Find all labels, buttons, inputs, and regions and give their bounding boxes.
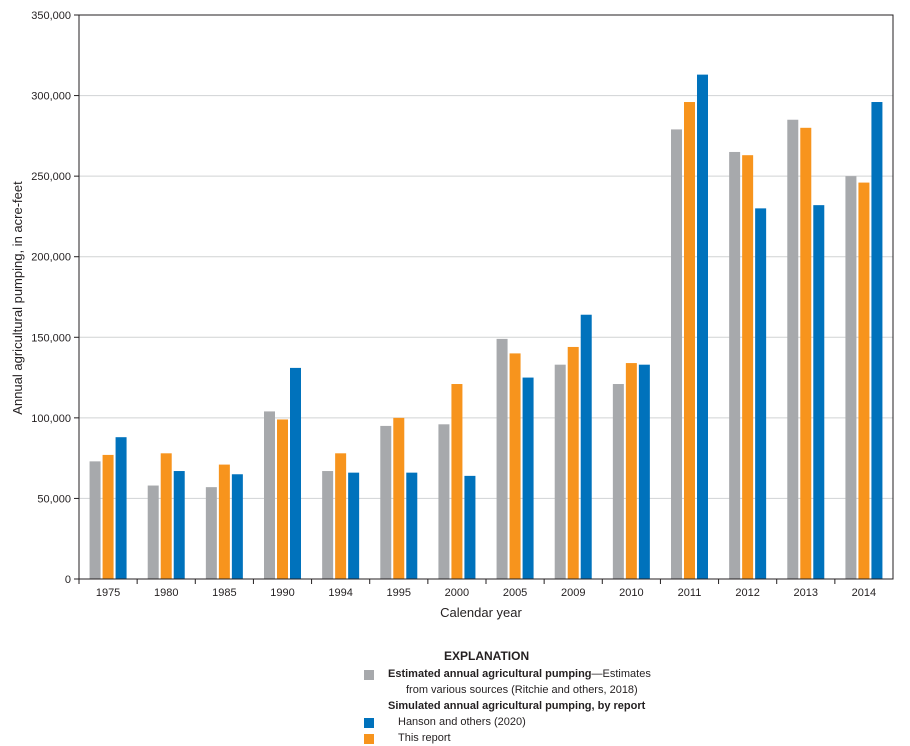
bar-this-report-2010 [625, 363, 637, 579]
bar-estimated-annual-agricultural-pumping-1994 [322, 471, 334, 579]
legend-estimated-suffix: —Estimates [591, 668, 651, 680]
bar-this-report-2012 [742, 155, 754, 580]
bar-estimated-annual-agricultural-pumping-1985 [205, 487, 217, 579]
y-tick-label: 200,000 [31, 252, 71, 264]
bar-this-report-1995 [393, 417, 405, 579]
bar-hanson-and-others-2020--2000 [464, 475, 476, 579]
bar-estimated-annual-agricultural-pumping-2005 [496, 338, 508, 579]
bar-hanson-and-others-2020--2013 [813, 205, 825, 580]
x-tick-label: 1994 [328, 587, 352, 599]
bar-hanson-and-others-2020--2009 [580, 314, 592, 579]
x-tick-label: 1985 [212, 587, 236, 599]
legend-item-estimated: Estimated annual agricultural pumping—Es… [360, 666, 690, 682]
bar-estimated-annual-agricultural-pumping-2000 [438, 424, 450, 579]
legend-item-this-report: This report [360, 730, 690, 746]
bar-estimated-annual-agricultural-pumping-2010 [612, 384, 624, 579]
x-tick-label: 2014 [852, 587, 876, 599]
x-tick-label: 1980 [154, 587, 178, 599]
bar-this-report-2013 [800, 127, 812, 580]
y-tick-label: 300,000 [31, 91, 71, 103]
legend-estimated-detail: from various sources (Ritchie and others… [406, 684, 638, 696]
bar-estimated-annual-agricultural-pumping-1990 [264, 411, 275, 579]
x-tick-label: 2011 [678, 587, 702, 599]
x-tick-label: 2009 [561, 587, 585, 599]
bar-hanson-and-others-2020--1985 [231, 474, 243, 579]
bars [89, 74, 883, 580]
bar-estimated-annual-agricultural-pumping-1980 [147, 485, 159, 579]
x-tick-label: 2000 [445, 587, 469, 599]
legend-estimated-label: Estimated annual agricultural pumping [388, 668, 592, 680]
y-tick-label: 250,000 [31, 171, 71, 183]
x-tick-label: 2010 [619, 587, 643, 599]
bar-this-report-1980 [160, 453, 172, 579]
bar-hanson-and-others-2020--2014 [871, 102, 883, 579]
legend-hanson-label: Hanson and others (2020) [398, 716, 526, 728]
plot-frame [78, 14, 894, 580]
bar-estimated-annual-agricultural-pumping-1995 [380, 425, 392, 579]
bar-this-report-2009 [567, 346, 579, 579]
bar-this-report-1975 [102, 454, 114, 579]
bar-hanson-and-others-2020--2012 [755, 208, 767, 579]
bar-hanson-and-others-2020--1980 [173, 471, 185, 579]
bar-hanson-and-others-2020--1995 [406, 472, 418, 579]
y-tick-label: 100,000 [31, 413, 71, 425]
bar-hanson-and-others-2020--1990 [290, 367, 301, 579]
x-axis-title: Calendar year [440, 605, 522, 620]
bar-this-report-1990 [277, 419, 288, 579]
bar-hanson-and-others-2020--1975 [115, 437, 127, 579]
legend-swatch-hanson [364, 718, 374, 728]
x-tick-label: 1995 [387, 587, 411, 599]
legend-this-report-label: This report [398, 732, 451, 744]
legend: EXPLANATION Estimated annual agricultura… [360, 648, 690, 746]
bar-hanson-and-others-2020--1994 [348, 472, 360, 579]
bar-hanson-and-others-2020--2005 [522, 377, 534, 579]
legend-title: EXPLANATION [444, 649, 530, 663]
y-tick-label: 0 [65, 574, 71, 586]
bar-this-report-1994 [335, 453, 347, 579]
x-tick-label: 1975 [96, 587, 120, 599]
legend-swatch-this-report [364, 734, 374, 744]
bar-this-report-2005 [509, 353, 521, 579]
bar-estimated-annual-agricultural-pumping-2011 [671, 129, 682, 579]
x-tick-label: 1990 [270, 587, 294, 599]
bar-estimated-annual-agricultural-pumping-2012 [729, 151, 741, 579]
legend-simulated-heading: Simulated annual agricultural pumping, b… [388, 700, 646, 712]
x-tick-label: 2012 [735, 587, 759, 599]
bar-this-report-2011 [684, 102, 695, 579]
y-tick-label: 50,000 [37, 493, 71, 505]
bar-hanson-and-others-2020--2011 [697, 74, 708, 579]
y-tick-label: 350,000 [31, 10, 71, 22]
bar-estimated-annual-agricultural-pumping-2014 [845, 176, 857, 579]
gridlines [79, 14, 893, 499]
y-tick-label: 150,000 [31, 332, 71, 344]
bar-estimated-annual-agricultural-pumping-2013 [787, 119, 799, 579]
bar-estimated-annual-agricultural-pumping-1975 [89, 461, 101, 579]
bar-this-report-2000 [451, 384, 463, 579]
x-tick-label: 2013 [794, 587, 818, 599]
bar-this-report-2014 [858, 182, 870, 580]
y-axis-title: Annual agricultural pumping, in acre-fee… [10, 181, 25, 415]
bar-estimated-annual-agricultural-pumping-2009 [554, 364, 566, 579]
bar-hanson-and-others-2020--2010 [638, 364, 650, 579]
bar-this-report-1985 [218, 464, 230, 579]
axes: 0 50,000 100,000 150,000 200,000 250,000 300,0… [31, 10, 894, 599]
legend-item-hanson: Hanson and others (2020) [360, 714, 690, 730]
legend-swatch-estimated [364, 670, 374, 680]
x-tick-label: 2005 [503, 587, 527, 599]
